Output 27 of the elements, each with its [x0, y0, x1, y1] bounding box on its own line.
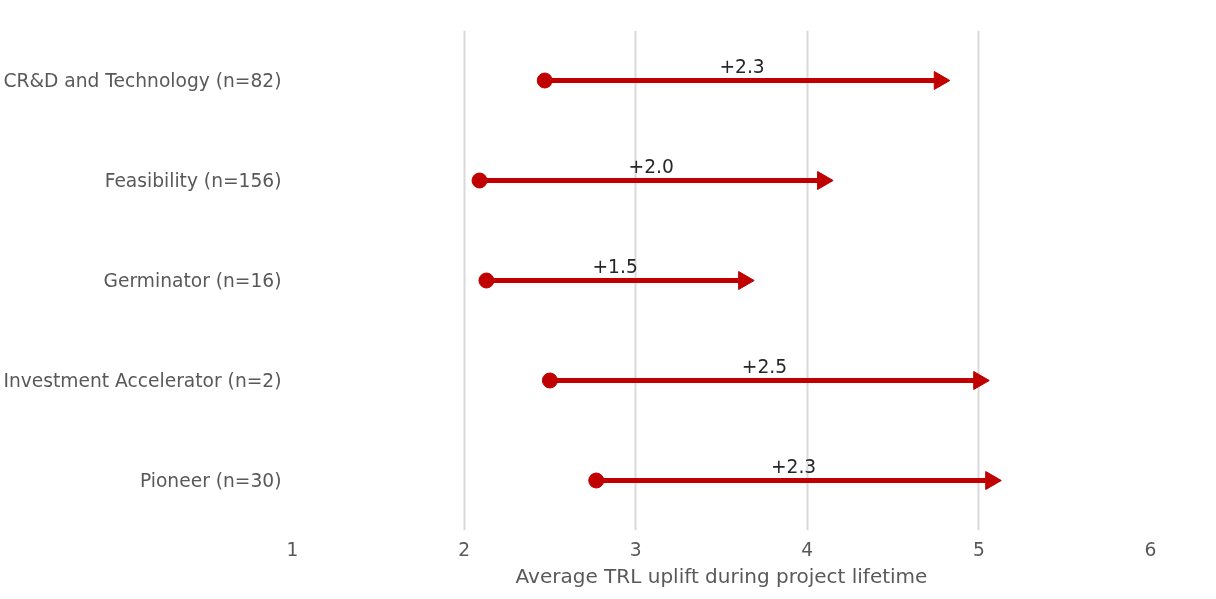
y-tick-label: CR&D and Technology (n=82) — [3, 70, 282, 91]
x-tick-label: 3 — [629, 538, 642, 560]
x-axis-title: Average TRL uplift during project lifetime — [515, 563, 928, 588]
y-tick-label: Investment Accelerator (n=2) — [3, 370, 282, 391]
y-tick-label: Feasibility (n=156) — [104, 170, 282, 191]
data-label: +2.5 — [741, 355, 788, 377]
data-label: +2.3 — [770, 455, 817, 477]
data-label: +2.0 — [628, 155, 674, 177]
point — [933, 71, 951, 90]
point — [817, 171, 834, 190]
point — [985, 471, 1002, 490]
y-tick-label: Germinator (n=16) — [103, 270, 282, 291]
x-tick-label: 6 — [1144, 538, 1157, 560]
x-tick-label: 1 — [286, 538, 299, 560]
x-tick-label: 2 — [458, 538, 471, 560]
x-tick-label: 4 — [801, 538, 814, 560]
y-tick-label: Pioneer (n=30) — [139, 470, 282, 491]
point — [536, 72, 553, 89]
point — [973, 371, 990, 390]
point — [588, 472, 605, 489]
point — [471, 172, 488, 189]
point — [738, 271, 755, 290]
point — [541, 372, 558, 389]
point — [478, 272, 495, 289]
data-label: +2.3 — [719, 55, 765, 77]
data-label: +1.5 — [592, 255, 638, 277]
x-tick-label: 5 — [972, 538, 985, 560]
